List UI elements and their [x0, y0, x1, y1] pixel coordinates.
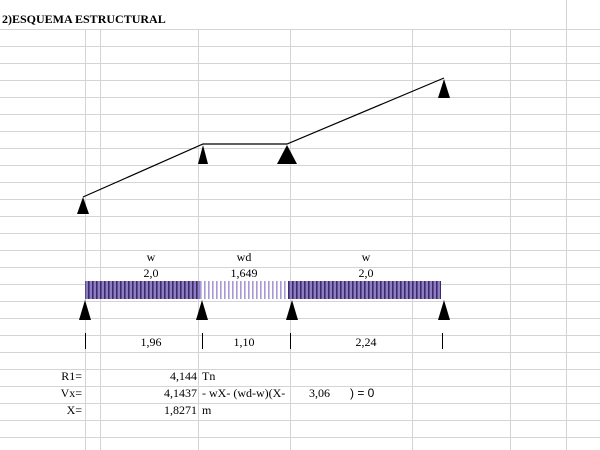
support-icon — [277, 145, 297, 164]
load-segment-w-right — [288, 281, 441, 299]
support-icon — [438, 300, 450, 320]
r1-unit: Tn — [202, 369, 216, 383]
load-label-middle: wd — [236, 250, 252, 264]
vx-label: Vx= — [60, 386, 82, 400]
support-icon — [438, 79, 450, 98]
load-segment-w-left — [85, 281, 200, 299]
grid-columns — [85, 0, 567, 450]
span-length: 2,24 — [355, 335, 377, 349]
vx-expression: - wX- (wd-w)(X- — [202, 386, 286, 400]
vx-shift-value[interactable]: 3,06 — [309, 386, 330, 400]
dimension-ticks — [85, 333, 443, 349]
load-value-middle: 1,649 — [230, 266, 258, 280]
inclined-member-line — [82, 77, 445, 198]
span-length: 1,96 — [140, 335, 162, 349]
vx-equation-tail: ) = 0 — [350, 386, 375, 400]
x-unit: m — [202, 403, 212, 417]
x-value[interactable]: 1,8271 — [164, 403, 197, 417]
x-label: X= — [66, 403, 82, 417]
r1-label: R1= — [61, 369, 82, 383]
load-label-right: w — [361, 250, 371, 264]
vx-value[interactable]: 4,1437 — [164, 386, 197, 400]
beam-supports — [79, 300, 450, 320]
load-segment-wd — [200, 281, 288, 299]
load-label-left: w — [146, 250, 156, 264]
load-value-right: 2,0 — [358, 266, 374, 280]
support-icon — [196, 300, 208, 320]
support-icon — [198, 145, 208, 164]
structural-scheme — [77, 77, 450, 214]
support-icon — [286, 300, 298, 320]
r1-value[interactable]: 4,144 — [170, 369, 197, 383]
span-length: 1,10 — [233, 335, 255, 349]
support-icon — [79, 300, 91, 320]
support-icon — [77, 197, 89, 214]
sheet-title: 2)ESQUEMA ESTRUCTURAL — [2, 12, 166, 26]
load-value-left: 2,0 — [143, 266, 159, 280]
load-bar — [85, 281, 441, 299]
